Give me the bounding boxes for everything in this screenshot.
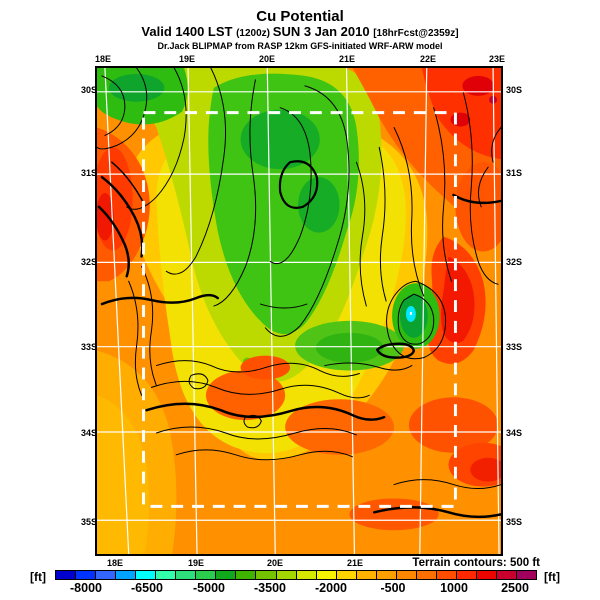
colorbar-segment	[256, 571, 277, 579]
colorbar-tick-label: -2000	[315, 581, 347, 595]
forecast-map-canvas	[97, 68, 501, 554]
colorbar-segment	[316, 571, 337, 579]
model-domain-boundary	[142, 111, 457, 508]
lat-label-left-34s: 34S	[80, 428, 97, 438]
colorbar-tick-label: -6500	[131, 581, 163, 595]
colorbar-segment	[176, 571, 197, 579]
colorbar-segment	[116, 571, 137, 579]
lat-label-left-33s: 33S	[80, 342, 97, 352]
colorbar-tick-label: 2500	[501, 581, 529, 595]
colorbar-segment	[336, 571, 357, 579]
colorbar	[55, 570, 537, 580]
colorbar-tick-label: 1000	[440, 581, 468, 595]
colorbar-segment	[376, 571, 397, 579]
colorbar-segment	[76, 571, 97, 579]
lon-label-bottom-20e: 20E	[266, 558, 284, 568]
colorbar-segment	[156, 571, 177, 579]
colorbar-segment	[456, 571, 477, 579]
lon-label-top-21e: 21E	[338, 54, 356, 64]
terrain-color-fill	[97, 68, 501, 554]
colorbar-segment	[396, 571, 417, 579]
lat-label-right-31s: 31S	[506, 168, 523, 178]
colorbar-segment	[96, 571, 117, 579]
lon-label-top-22e: 22E	[419, 54, 437, 64]
terrain-contour-note: Terrain contours: 500 ft	[412, 557, 540, 569]
colorbar-segment	[296, 571, 317, 579]
valid-time-line: Valid 1400 LST (1200z) SUN 3 Jan 2010 [1…	[141, 24, 458, 39]
lat-label-right-34s: 34S	[506, 428, 523, 438]
lat-label-right-33s: 33S	[506, 342, 523, 352]
colorbar-segment	[56, 571, 77, 579]
colorbar-segment	[276, 571, 297, 579]
colorbar-unit-right: [ft]	[544, 570, 560, 584]
lat-label-left-32s: 32S	[80, 257, 97, 267]
colorbar-segment	[356, 571, 377, 579]
colorbar-tick-label: -8000	[70, 581, 102, 595]
terrain-contours	[97, 68, 501, 519]
lon-label-top-18e: 18E	[94, 54, 112, 64]
lat-label-left-31s: 31S	[80, 168, 97, 178]
colorbar-segment	[497, 571, 518, 579]
lat-label-left-35s: 35S	[80, 517, 97, 527]
forecast-cycle: [18hrFcst@2359z]	[373, 28, 459, 39]
colorbar-segment	[416, 571, 437, 579]
valid-time-utc: (1200z)	[236, 28, 273, 39]
lon-label-top-23e: 23E	[488, 54, 506, 64]
colorbar-segment	[517, 571, 537, 579]
lat-label-right-30s: 30S	[506, 85, 523, 95]
colorbar-tick-label: -500	[380, 581, 406, 595]
colorbar-segment	[136, 571, 157, 579]
colorbar-tick-label: -3500	[254, 581, 286, 595]
lon-label-bottom-21e: 21E	[346, 558, 364, 568]
colorbar-segment	[476, 571, 498, 579]
latlon-grid	[97, 68, 501, 554]
colorbar-unit-left: [ft]	[30, 570, 46, 584]
colorbar-segment	[236, 571, 257, 579]
valid-time-main: Valid 1400 LST	[141, 24, 237, 39]
colorbar-segment	[196, 571, 217, 579]
lon-label-bottom-18e: 18E	[106, 558, 124, 568]
lat-label-right-32s: 32S	[506, 257, 523, 267]
page-title: Cu Potential	[256, 8, 344, 25]
lat-label-right-35s: 35S	[506, 517, 523, 527]
valid-date: SUN 3 Jan 2010	[272, 24, 374, 39]
colorbar-tick-label: -5000	[193, 581, 225, 595]
lat-label-left-30s: 30S	[80, 85, 97, 95]
lon-label-top-19e: 19E	[178, 54, 196, 64]
forecast-map	[95, 66, 503, 556]
colorbar-segment	[436, 571, 457, 579]
lon-label-top-20e: 20E	[258, 54, 276, 64]
model-attribution-line: Dr.Jack BLIPMAP from RASP 12km GFS-initi…	[157, 41, 443, 51]
lon-label-bottom-19e: 19E	[187, 558, 205, 568]
colorbar-segment	[216, 571, 237, 579]
